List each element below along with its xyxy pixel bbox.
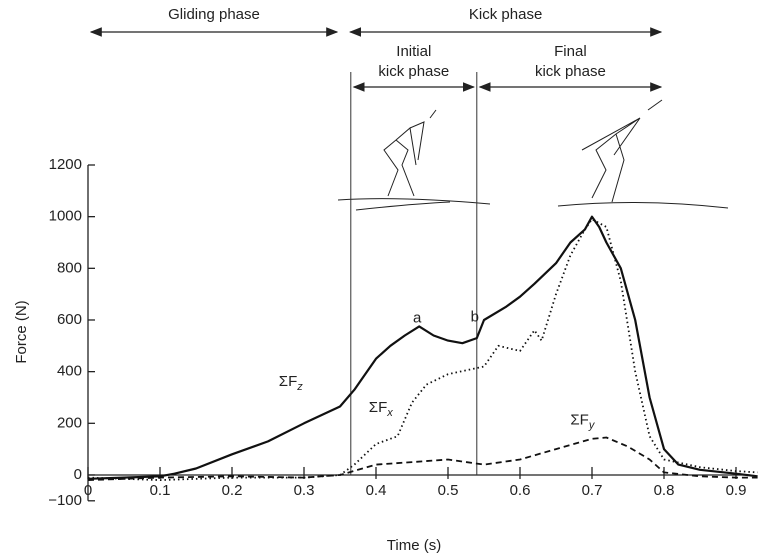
point-annotation: a	[413, 310, 422, 327]
series-label-main: ΣF	[369, 399, 387, 416]
phase-label: Initial	[396, 43, 431, 60]
x-tick-label: 0.3	[294, 482, 315, 499]
phase-label: kick phase	[535, 63, 606, 80]
x-tick-label: 0.1	[150, 482, 171, 499]
x-tick-label: 0.6	[510, 482, 531, 499]
series-line	[87, 218, 758, 481]
y-tick-label: 800	[57, 259, 82, 276]
y-tick-label: 1200	[49, 156, 82, 173]
y-tick-label: −100	[48, 492, 82, 509]
y-tick-label: 1000	[49, 208, 82, 225]
phase-label: Kick phase	[469, 6, 542, 23]
series-label-sub: z	[296, 381, 303, 393]
y-tick-label: 600	[57, 311, 82, 328]
series-label-main: ΣF	[279, 373, 297, 390]
x-tick-label: 0.9	[726, 482, 747, 499]
phase-label: Gliding phase	[168, 6, 260, 23]
skier-figures	[337, 99, 729, 211]
series-label: ΣFx	[369, 399, 393, 419]
y-tick-label: 400	[57, 363, 82, 380]
series-label: ΣFy	[570, 412, 595, 432]
x-tick-label: 0.7	[582, 482, 603, 499]
y-tick-label: 200	[57, 414, 82, 431]
series-label: ΣFz	[279, 373, 303, 393]
series-label-sub: y	[588, 420, 596, 432]
x-axis-label: Time (s)	[387, 537, 441, 554]
x-tick-label: 0.5	[438, 482, 459, 499]
phase-label: Final	[554, 43, 587, 60]
x-tick-label: 0.8	[654, 482, 675, 499]
x-tick-label: 0.2	[222, 482, 243, 499]
series-label-sub: x	[386, 407, 393, 419]
y-tick-label: 0	[74, 466, 82, 483]
x-tick-label: 0.4	[366, 482, 387, 499]
point-annotation: b	[471, 308, 479, 325]
series-label-main: ΣF	[570, 412, 588, 429]
phase-label: kick phase	[378, 63, 449, 80]
y-axis-label: Force (N)	[13, 300, 30, 363]
x-tick-label: 0	[84, 482, 92, 499]
series-line	[87, 215, 758, 480]
series-line	[87, 436, 758, 481]
